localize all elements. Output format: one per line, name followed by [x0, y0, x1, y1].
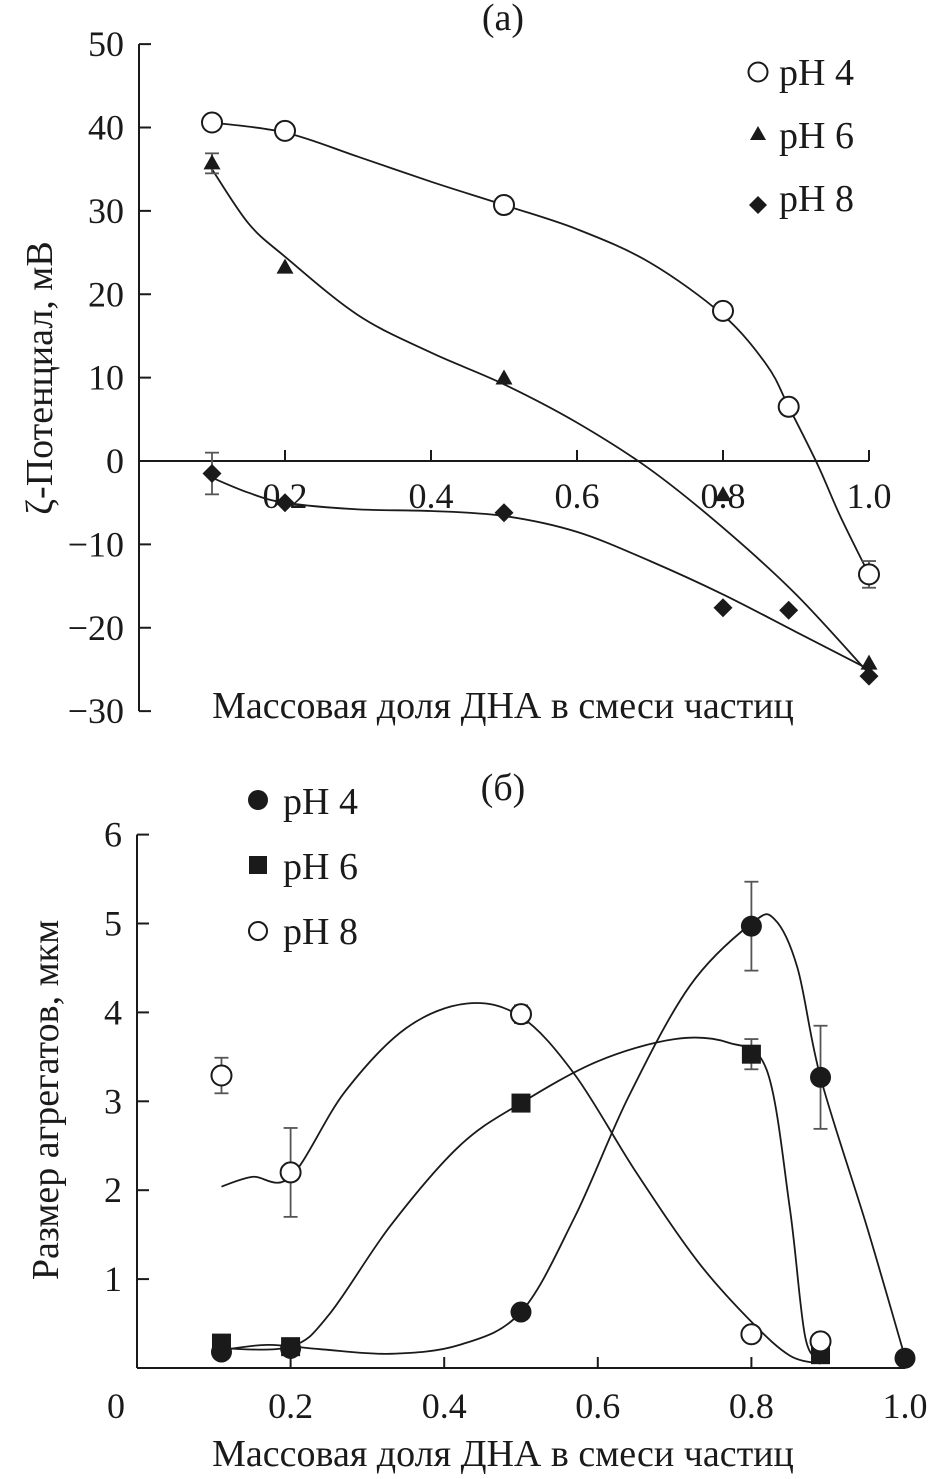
data-points-b [210, 880, 916, 1369]
chart-panel-b: 6 5 4 3 2 1 0 0.2 0.4 0.6 0.8 1.0 (б) Массовая доля… [25, 767, 928, 1475]
data-point-ph8 [210, 1064, 233, 1087]
panel-b-title: (б) [481, 767, 526, 809]
data-point-ph6 [741, 1044, 761, 1064]
legend-a-item-ph4: pH 4 [747, 52, 854, 94]
y-tick-label: 40 [88, 108, 124, 148]
fit-curves-b [221, 913, 906, 1365]
panel-a-title: (a) [482, 0, 524, 39]
data-point-ph4 [201, 111, 223, 134]
axes-b: 6 5 4 3 2 1 0 0.2 0.4 0.6 0.8 1.0 [104, 815, 928, 1426]
data-point-ph8 [275, 493, 295, 513]
data-point-ph8 [494, 503, 514, 523]
fit-curve-ph4 [211, 121, 870, 575]
y-tick-label: 6 [104, 815, 122, 855]
y-tick-label: 2 [104, 1170, 122, 1210]
y-tick-label: −20 [68, 608, 124, 648]
data-point-ph8 [279, 1161, 302, 1184]
x-tick-label: 1.0 [883, 1386, 928, 1426]
x-tick-label: 0.8 [729, 1386, 774, 1426]
x-tick-label: 0.2 [268, 1386, 313, 1426]
x-tick-label: 1.0 [847, 476, 892, 516]
legend-a-label-ph4: pH 4 [779, 52, 854, 94]
filled-circle-marker-icon [248, 790, 268, 810]
legend-b-label-ph4: pH 4 [283, 781, 358, 823]
fit-curve-ph6 [211, 168, 870, 675]
fit-curves-a [211, 121, 870, 675]
data-point-ph8 [809, 1330, 832, 1353]
data-point-ph8 [202, 464, 222, 484]
fit-curve-ph8 [211, 476, 870, 671]
filled-square-marker-icon [249, 856, 267, 874]
x-tick-label: 0 [107, 1386, 125, 1426]
legend-b-item-ph8: pH 8 [248, 911, 358, 953]
data-point-ph4 [510, 1301, 532, 1323]
data-point-ph8 [713, 598, 733, 618]
panel-b-x-axis-label: Массовая доля ДНА в смеси частиц [212, 1433, 794, 1475]
legend-a-item-ph8: pH 8 [749, 178, 854, 220]
data-point-ph4 [777, 395, 800, 418]
data-point-ph4 [810, 1066, 832, 1088]
y-tick-label: 10 [88, 358, 124, 398]
x-tick-label: 0.6 [575, 1386, 620, 1426]
legend-b-item-ph6: pH 6 [249, 846, 358, 888]
filled-diamond-marker-icon [749, 196, 767, 214]
data-point-ph6 [281, 1337, 301, 1357]
legend-a-label-ph6: pH 6 [779, 115, 854, 157]
y-tick-label: −10 [68, 524, 124, 564]
data-points-a [201, 111, 880, 686]
data-point-ph4 [274, 119, 296, 142]
legend-a: pH 4 pH 6 pH 8 [747, 52, 854, 220]
y-tick-label: 5 [104, 904, 122, 944]
open-circle-marker-icon [747, 61, 769, 83]
x-tick-label: 0.6 [555, 476, 600, 516]
fit-curve-ph6 [221, 1036, 822, 1360]
x-tick-label: 0.4 [409, 476, 454, 516]
panel-a-y-axis-label: ζ-Потенциал, мВ [19, 241, 61, 514]
data-point-ph8 [510, 1003, 532, 1026]
filled-triangle-marker-icon [750, 126, 766, 140]
legend-a-item-ph6: pH 6 [750, 115, 854, 157]
data-point-ph8 [859, 666, 879, 686]
data-point-ph4 [493, 194, 515, 217]
fit-curve-ph4 [221, 913, 906, 1358]
y-tick-label: 4 [104, 992, 122, 1032]
legend-b: pH 4 pH 6 pH 8 [248, 781, 358, 953]
data-point-ph6 [211, 1333, 231, 1353]
y-tick-label: 30 [88, 191, 124, 231]
y-tick-label: 50 [88, 24, 124, 64]
data-point-ph4 [712, 299, 734, 322]
panel-b-y-axis-label: Размер агрегатов, мкм [25, 920, 67, 1280]
data-point-ph8 [779, 600, 799, 620]
data-point-ph8 [740, 1323, 763, 1346]
x-tick-label: 0.4 [422, 1386, 467, 1426]
y-tick-label: 20 [88, 274, 124, 314]
data-point-ph6 [860, 654, 878, 670]
legend-b-label-ph6: pH 6 [283, 846, 358, 888]
data-point-ph4 [858, 563, 880, 586]
y-tick-label: −30 [68, 691, 124, 731]
data-point-ph6 [203, 154, 221, 170]
data-point-ph6 [495, 369, 513, 385]
y-tick-label: 3 [104, 1081, 122, 1121]
y-tick-label: 0 [106, 441, 124, 481]
legend-b-label-ph8: pH 8 [283, 911, 358, 953]
data-point-ph4 [894, 1347, 916, 1369]
legend-b-item-ph4: pH 4 [248, 781, 358, 823]
open-circle-marker-icon [248, 921, 268, 941]
panel-a-x-axis-label: Массовая доля ДНА в смеси частиц [212, 685, 794, 727]
data-point-ph6 [276, 258, 294, 274]
data-point-ph4 [740, 915, 762, 937]
y-tick-label: 1 [104, 1259, 122, 1299]
legend-a-label-ph8: pH 8 [779, 178, 854, 220]
data-point-ph6 [714, 486, 732, 502]
data-point-ph6 [511, 1093, 531, 1113]
